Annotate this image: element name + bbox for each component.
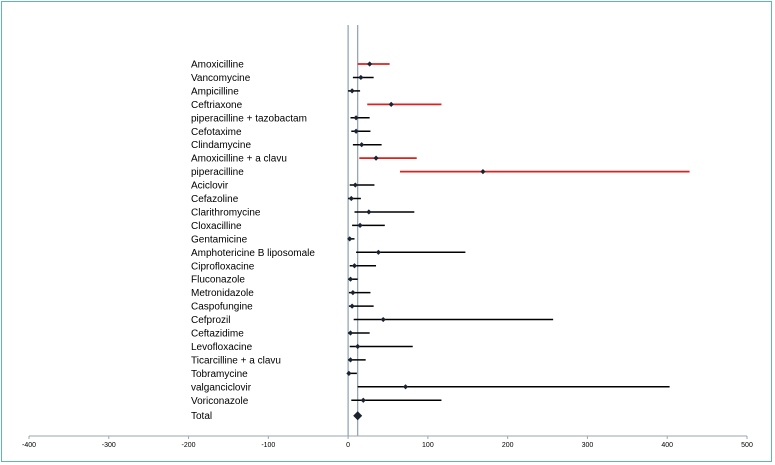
point-estimate-marker [349,88,355,94]
point-estimate-marker [402,384,409,390]
point-estimate-marker [360,397,366,403]
forest-row: Gentamicine [191,234,355,245]
row-label: Clindamycine [191,140,251,151]
row-label: Amphotericine B liposomale [191,248,315,259]
forest-row: Caspofungine [191,302,374,313]
forest-row: Cefotaxime [191,127,371,138]
forest-row: Cloxacilline [191,221,385,232]
x-tick-label: 0 [346,442,350,449]
row-label: Levofloxacine [191,342,253,353]
point-estimate-marker [351,263,358,269]
forest-row: piperacilline + tazobactam [191,113,370,124]
forest-row: Total [191,411,363,422]
x-tick-label: -100 [261,442,275,449]
point-estimate-marker [373,155,379,161]
x-tick-label: 300 [582,442,594,449]
forest-row: Voriconazole [191,396,442,407]
x-tick-label: 200 [502,442,514,449]
forest-row: piperacilline [191,167,690,178]
reference-lines [347,25,359,436]
row-label: valganciclovir [191,382,252,393]
x-tick-label: 400 [661,442,673,449]
forest-row: Fluconazole [191,275,358,286]
forest-row: Ceftriaxone [191,100,442,111]
point-estimate-marker [349,303,355,309]
point-estimate-marker [347,330,354,336]
point-estimate-marker [358,74,364,81]
point-estimate-marker [350,290,356,296]
row-label: Ciprofloxacine [191,261,255,272]
row-label: Aciclovir [191,181,229,192]
point-estimate-marker [480,169,486,175]
forest-row: Ticarcilline + a clavu [191,355,366,366]
point-estimate-marker [375,249,382,255]
row-label: Cefotaxime [191,127,242,138]
x-tick-label: -300 [102,442,116,449]
forest-row: Cefprozil [191,315,554,326]
forest-row: Ciprofloxacine [191,261,377,272]
x-tick-label: -200 [182,442,196,449]
forest-row: Levofloxacine [191,342,413,353]
summary-diamond [353,411,363,421]
row-label: Voriconazole [191,396,249,407]
row-label: Ceftriaxone [191,100,243,111]
x-tick-label: 500 [741,442,753,449]
point-estimate-marker [359,142,365,148]
row-label: Ceftazidime [191,329,244,340]
point-estimate-marker [355,343,361,350]
forest-row: Amoxicilline + a clavu [191,154,417,165]
point-estimate-marker [367,61,373,67]
forest-row: Cefazoline [191,194,361,205]
point-estimate-marker [352,182,358,188]
forest-row: Clarithromycine [191,207,415,218]
row-label: Clarithromycine [191,207,261,218]
row-label: Fluconazole [191,275,245,286]
row-label: Tobramycine [191,369,248,380]
row-label: Amoxicilline [191,60,244,71]
row-label: piperacilline [191,167,244,178]
row-label: Metronidazole [191,288,254,299]
forest-row: Ampicilline [191,86,361,97]
row-label: Cefazoline [191,194,239,205]
point-estimate-marker [348,195,354,202]
x-tick-label: 100 [422,442,434,449]
row-label: Gentamicine [191,234,248,245]
forest-row: Tobramycine [191,369,357,380]
point-estimate-marker [347,357,354,363]
point-estimate-marker [357,222,363,228]
point-estimate-marker [366,209,372,215]
row-label: Amoxicilline + a clavu [191,154,287,165]
row-label: Caspofungine [191,302,253,313]
forest-row: Amoxicilline [191,60,390,71]
point-estimate-marker [347,236,353,242]
point-estimate-marker [346,370,352,376]
forest-rows: Amoxicilline Vancomycine Ampicilline Ceftri… [191,60,690,422]
point-estimate-marker [347,276,354,282]
forest-row: Clindamycine [191,140,382,151]
forest-row: Ceftazidime [191,329,370,340]
row-label: Cloxacilline [191,221,242,232]
row-label: Total [191,411,212,422]
point-estimate-marker [353,115,359,121]
point-estimate-marker [353,128,359,134]
x-axis: -400 -300 -200 -100 0 100 200 300 400 500 [22,435,753,449]
row-label: Cefprozil [191,315,230,326]
forest-row: Vancomycine [191,73,374,84]
point-estimate-marker [388,101,394,107]
row-label: Vancomycine [191,73,251,84]
forest-row: Aciclovir [191,181,375,192]
forest-row: valganciclovir [191,382,670,393]
forest-row: Metronidazole [191,288,371,299]
forest-row: Amphotericine B liposomale [191,248,466,259]
row-label: piperacilline + tazobactam [191,113,307,124]
row-label: Ticarcilline + a clavu [191,355,281,366]
row-label: Ampicilline [191,86,239,97]
point-estimate-marker [380,316,386,323]
x-tick-label: -400 [22,442,36,449]
